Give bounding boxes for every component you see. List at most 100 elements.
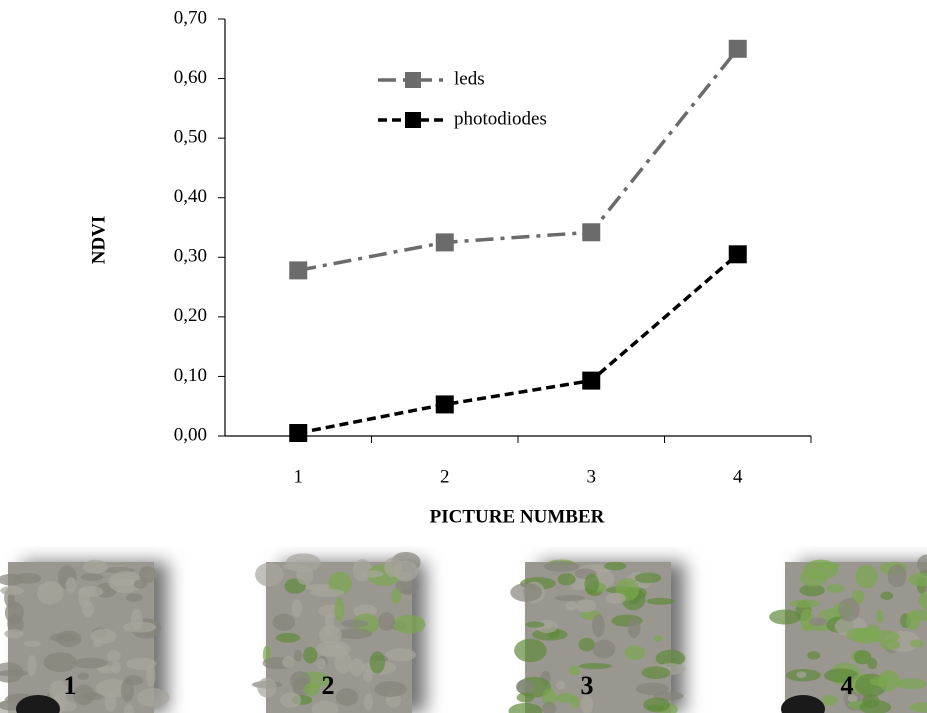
picture: 4	[769, 554, 927, 713]
series-line	[297, 252, 739, 435]
texture	[855, 564, 878, 589]
texture	[814, 562, 841, 569]
texture	[869, 676, 894, 687]
texture	[133, 579, 147, 589]
texture	[557, 573, 576, 586]
y-tick-label: 0,30	[174, 246, 207, 267]
texture	[395, 578, 419, 594]
y-tick-label: 0,20	[174, 305, 207, 326]
texture	[838, 597, 860, 622]
texture	[324, 612, 335, 637]
texture	[14, 572, 42, 584]
texture	[334, 651, 352, 674]
texture	[309, 588, 345, 597]
texture	[255, 562, 284, 587]
texture	[905, 612, 920, 631]
texture	[508, 702, 543, 713]
texture	[124, 675, 143, 686]
texture	[334, 597, 345, 622]
shadow-blob	[781, 695, 825, 713]
y-tick-label: 0,50	[174, 127, 207, 148]
texture	[257, 677, 277, 698]
texture	[592, 614, 605, 638]
texture	[799, 584, 825, 597]
texture	[0, 662, 24, 683]
picture: 3	[508, 559, 686, 713]
texture	[799, 568, 827, 587]
texture	[603, 561, 627, 571]
texture	[82, 601, 95, 618]
texture	[340, 619, 369, 628]
texture	[917, 554, 927, 574]
x-tick-label: 1	[294, 466, 304, 487]
texture	[769, 609, 801, 625]
texture	[653, 635, 663, 642]
texture	[823, 668, 859, 683]
texture	[580, 695, 594, 713]
texture	[43, 652, 77, 673]
texture	[576, 599, 597, 613]
picture-label: 1	[64, 671, 77, 700]
texture	[803, 623, 834, 631]
texture	[77, 672, 90, 680]
texture	[73, 684, 95, 706]
texture	[145, 663, 156, 688]
texture	[867, 658, 878, 670]
texture	[624, 645, 645, 660]
texture	[807, 651, 821, 660]
texture	[554, 594, 586, 602]
texture	[104, 692, 117, 712]
texture	[634, 572, 662, 584]
marker	[435, 233, 454, 252]
texture	[627, 617, 641, 639]
texture	[124, 704, 134, 713]
texture	[847, 694, 858, 703]
texture	[826, 584, 845, 593]
texture	[282, 656, 295, 668]
texture	[565, 601, 577, 611]
x-tick-label: 3	[587, 466, 597, 487]
texture	[363, 669, 373, 683]
texture	[796, 671, 807, 679]
texture	[391, 588, 402, 605]
texture	[525, 621, 545, 628]
legend-marker	[405, 112, 421, 128]
texture	[541, 688, 557, 708]
texture	[907, 572, 927, 587]
texture	[384, 557, 403, 578]
marker	[289, 261, 308, 280]
texture	[293, 649, 303, 662]
texture	[49, 632, 77, 643]
texture	[125, 593, 143, 602]
y-axis-label: NDVI	[88, 216, 109, 265]
texture	[868, 630, 900, 643]
texture	[316, 658, 326, 670]
texture	[378, 612, 395, 631]
texture	[393, 614, 426, 634]
texture	[887, 564, 907, 588]
texture	[0, 586, 24, 596]
marker	[289, 424, 308, 443]
texture	[80, 573, 104, 581]
texture	[592, 639, 616, 659]
marker	[728, 245, 747, 264]
texture	[136, 688, 170, 707]
texture	[641, 666, 671, 680]
texture	[584, 573, 599, 595]
texture	[880, 591, 894, 601]
texture	[516, 692, 535, 703]
texture	[515, 679, 535, 695]
legend-label: leds	[454, 68, 485, 89]
texture	[570, 696, 580, 709]
texture	[909, 639, 925, 648]
y-tick-label: 0,60	[174, 67, 207, 88]
texture	[272, 613, 296, 631]
picture-label: 3	[581, 671, 594, 700]
texture	[337, 628, 372, 640]
texture	[895, 678, 927, 690]
marker	[582, 371, 601, 390]
texture	[77, 585, 104, 598]
texture	[364, 693, 374, 711]
texture	[291, 599, 303, 618]
texture	[510, 582, 543, 602]
